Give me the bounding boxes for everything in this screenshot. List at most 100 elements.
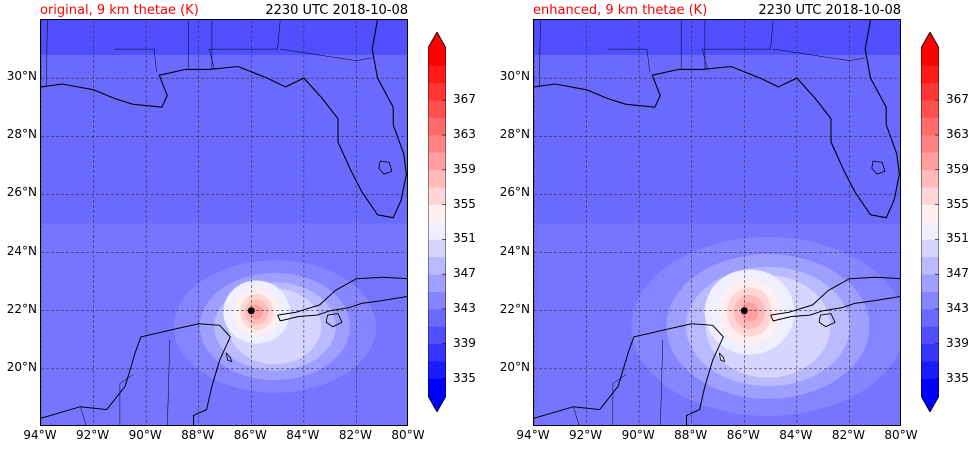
lat-tick-label: 22°N xyxy=(6,301,37,316)
lat-tick-label: 30°N xyxy=(6,69,37,84)
map-plot[interactable] xyxy=(533,19,901,426)
colorbar-swatch xyxy=(921,65,939,84)
colorbar-tick-label: 343 xyxy=(453,301,476,315)
state-border xyxy=(114,48,157,73)
colorbar-swatch xyxy=(921,378,939,397)
colorbar-swatch xyxy=(921,274,939,292)
lon-tick-label: 80°W xyxy=(391,428,425,442)
coastline-cuba xyxy=(277,276,407,322)
lat-tick-label: 28°N xyxy=(6,127,37,142)
state-border xyxy=(701,20,774,70)
colorbar-swatch xyxy=(921,117,939,136)
colorbar-tick-label: 367 xyxy=(453,92,476,107)
colorbar-tick-label: 355 xyxy=(453,196,476,211)
lon-tick-label: 80°W xyxy=(884,428,918,442)
coastline-cuba xyxy=(770,276,900,322)
map-svg xyxy=(41,20,407,425)
colorbar-swatch xyxy=(428,187,446,205)
lat-tick-label: 26°N xyxy=(6,185,37,200)
colorbar-swatch xyxy=(428,135,446,153)
colorbar-swatch xyxy=(428,378,446,397)
colorbar-swatch xyxy=(921,187,939,205)
colorbar-swatch xyxy=(428,100,446,118)
colorbar-swatch xyxy=(428,274,446,292)
colorbar-tick-label: 343 xyxy=(946,301,969,315)
colorbar-tick-label: 347 xyxy=(453,266,476,281)
country-border xyxy=(80,406,87,425)
lat-tick-label: 28°N xyxy=(499,127,530,142)
storm-center-marker xyxy=(740,307,748,315)
colorbar-swatch xyxy=(921,82,939,101)
panel-title: enhanced, 9 km thetae (K) xyxy=(533,3,708,18)
colorbar-swatch xyxy=(921,309,939,327)
colorbar-swatch xyxy=(428,204,446,223)
colorbar-swatch xyxy=(428,169,446,188)
colorbar-swatch xyxy=(921,135,939,153)
state-border xyxy=(46,20,48,87)
colorbar-swatch xyxy=(921,204,939,223)
colorbar-swatch xyxy=(428,239,446,258)
state-border xyxy=(539,20,541,87)
state-border xyxy=(773,48,866,61)
country-border xyxy=(612,374,627,425)
panel-enhanced: enhanced, 9 km thetae (K) 2230 UTC 2018-… xyxy=(493,0,972,449)
colorbar-swatch xyxy=(921,291,939,310)
lon-tick-label: 90°W xyxy=(621,428,655,442)
colorbar-extend-low xyxy=(921,396,939,412)
coastline-isla-juventud xyxy=(325,313,343,328)
lon-tick-label: 92°W xyxy=(75,428,110,442)
colorbar-swatch xyxy=(428,152,446,171)
colorbar-swatch xyxy=(428,256,446,275)
panel-title: original, 9 km thetae (K) xyxy=(40,3,199,18)
lat-tick-label: 24°N xyxy=(499,243,530,258)
colorbar-swatch xyxy=(921,326,939,345)
storm-center-marker xyxy=(247,307,255,315)
colorbar-tick-label: 347 xyxy=(946,266,969,281)
coastline-yucatan xyxy=(534,323,724,425)
lat-tick-label: 24°N xyxy=(6,243,37,258)
lon-tick-label: 84°W xyxy=(286,428,320,442)
colorbar-swatch xyxy=(428,82,446,101)
state-border xyxy=(208,20,281,70)
lon-tick-label: 82°W xyxy=(338,428,372,442)
colorbar-swatch xyxy=(428,65,446,84)
colorbar-tick-label: 367 xyxy=(946,92,969,107)
colorbar-tick-label: 359 xyxy=(453,161,476,176)
colorbar-swatch xyxy=(428,361,446,379)
colorbar-swatch xyxy=(921,222,939,240)
colorbar-extend-low xyxy=(428,396,446,412)
country-border xyxy=(573,406,580,425)
coastline-yucatan xyxy=(41,323,231,425)
colorbar-swatch xyxy=(921,256,939,275)
colorbar-swatch xyxy=(921,361,939,379)
colorbar-swatch xyxy=(428,326,446,345)
colorbar-tick-label: 335 xyxy=(946,370,969,385)
colorbar-tick-label: 363 xyxy=(453,127,476,141)
colorbar-tick-label: 355 xyxy=(946,196,969,211)
lon-tick-label: 88°W xyxy=(674,428,708,442)
state-border xyxy=(607,48,650,73)
colorbar-tick-label: 363 xyxy=(946,127,969,141)
lat-tick-label: 20°N xyxy=(6,359,37,374)
colorbar-swatch xyxy=(428,48,446,66)
lon-tick-label: 92°W xyxy=(568,428,603,442)
map-plot[interactable] xyxy=(40,19,408,426)
colorbar-extend-high xyxy=(921,32,939,48)
lake-okeechobee xyxy=(378,160,393,175)
colorbar-tick-label: 351 xyxy=(453,231,476,246)
country-border xyxy=(660,339,664,425)
lon-tick-label: 94°W xyxy=(23,428,57,442)
colorbar-swatch xyxy=(428,222,446,240)
colorbar-tick-label: 359 xyxy=(946,161,969,176)
coastline-us xyxy=(41,20,407,219)
lat-tick-label: 22°N xyxy=(499,301,530,316)
lat-tick-label: 26°N xyxy=(499,185,530,200)
lat-tick-label: 30°N xyxy=(499,69,530,84)
colorbar xyxy=(428,32,446,412)
colorbar-swatch xyxy=(921,100,939,118)
lon-tick-label: 90°W xyxy=(128,428,162,442)
lon-tick-label: 88°W xyxy=(181,428,215,442)
colorbar-swatch xyxy=(921,343,939,362)
colorbar-swatch xyxy=(428,309,446,327)
panel-original: original, 9 km thetae (K) 2230 UTC 2018-… xyxy=(6,3,476,442)
